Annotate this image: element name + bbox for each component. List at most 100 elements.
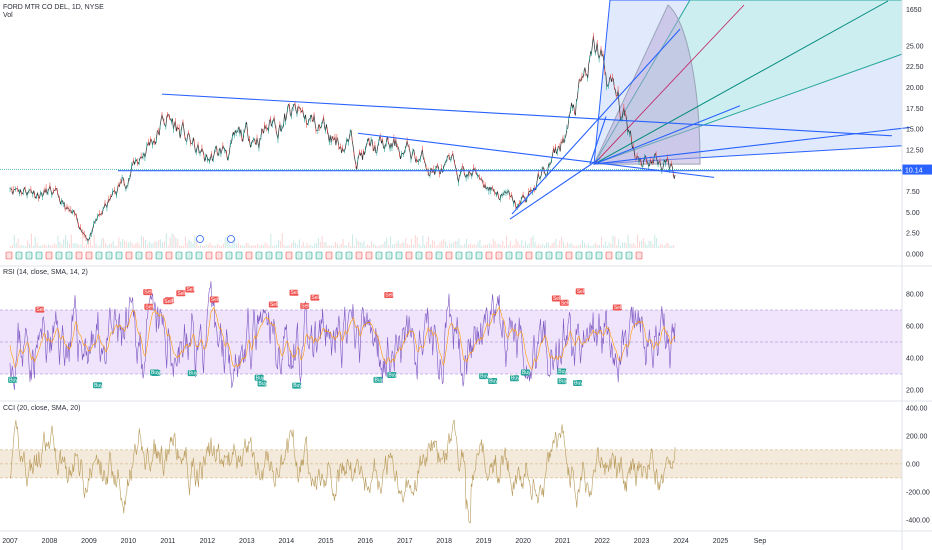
earnings-marker[interactable] (415, 251, 423, 260)
earnings-marker[interactable] (25, 251, 33, 260)
earnings-marker[interactable] (335, 251, 343, 260)
cci-pane[interactable]: CCI (20, close, SMA, 20) (0, 405, 902, 524)
price-scale-tick[interactable]: 20.00 (906, 85, 924, 92)
earnings-marker[interactable] (435, 251, 443, 260)
earnings-marker[interactable] (605, 251, 613, 260)
earnings-marker[interactable] (465, 251, 473, 260)
earnings-marker[interactable] (505, 251, 513, 260)
earnings-marker[interactable] (495, 251, 503, 260)
time-scale-tick[interactable]: 2008 (42, 538, 58, 545)
trendline-3[interactable] (509, 157, 601, 220)
time-scale-tick[interactable]: 2011 (160, 538, 175, 545)
price-scale-tick[interactable]: 15.00 (906, 127, 924, 134)
earnings-marker[interactable] (445, 251, 453, 260)
earnings-marker[interactable] (125, 251, 133, 260)
time-scale-tick[interactable]: 2023 (634, 538, 650, 545)
cci-scale-tick[interactable]: 200.00 (906, 433, 928, 440)
time-scale-tick[interactable]: Sep (754, 538, 767, 545)
earnings-marker[interactable] (115, 251, 123, 260)
price-scale-tick[interactable]: 22.50 (906, 64, 924, 71)
earnings-marker[interactable] (365, 251, 373, 260)
earnings-marker[interactable] (215, 251, 223, 260)
earnings-marker[interactable] (5, 251, 13, 260)
earnings-marker[interactable] (425, 251, 433, 260)
cci-scale-tick[interactable]: -400.00 (906, 517, 930, 524)
earnings-marker[interactable] (455, 251, 463, 260)
rsi-scale-tick[interactable]: 40.00 (906, 356, 924, 363)
earnings-marker[interactable] (145, 251, 153, 260)
time-scale-tick[interactable]: 2021 (555, 538, 571, 545)
earnings-marker[interactable] (575, 251, 583, 260)
time-scale[interactable]: 2007 2008 2009 2010 2011 2012 2013 2014 2015 2016… (2, 538, 766, 545)
price-scale-tick[interactable]: 12.50 (906, 147, 924, 154)
volume-label[interactable]: Vol (3, 12, 13, 19)
price-scale-tick[interactable]: 0.000 (906, 252, 924, 259)
price-scale-tick[interactable]: 5.00 (906, 210, 920, 217)
earnings-marker[interactable] (85, 251, 93, 260)
earnings-marker[interactable] (385, 251, 393, 260)
price-scale-tick[interactable]: 2.50 (906, 231, 920, 238)
time-scale-tick[interactable]: 2019 (476, 538, 492, 545)
time-scale-tick[interactable]: 2013 (239, 538, 255, 545)
earnings-marker[interactable] (405, 251, 413, 260)
time-scale-tick[interactable]: 2024 (673, 538, 689, 545)
earnings-marker[interactable] (255, 251, 263, 260)
time-scale-tick[interactable]: 2016 (357, 538, 373, 545)
earnings-marker[interactable] (45, 251, 53, 260)
price-scale-tick[interactable]: 1650 (906, 7, 922, 14)
earnings-marker[interactable] (515, 251, 523, 260)
earnings-marker[interactable] (545, 251, 553, 260)
rsi-header[interactable]: RSI (14, close, SMA, 14, 2) (3, 269, 88, 276)
time-scale-tick[interactable]: 2017 (397, 538, 413, 545)
dividend-marker-0[interactable] (196, 235, 204, 243)
earnings-marker[interactable] (135, 251, 143, 260)
earnings-marker[interactable] (155, 251, 163, 260)
cci-scale-tick[interactable]: 400.00 (906, 405, 928, 412)
earnings-marker[interactable] (555, 251, 563, 260)
fan-line-red[interactable] (593, 4, 745, 165)
price-scale-tick[interactable]: 7.50 (906, 189, 920, 196)
dividend-marker-1[interactable] (227, 235, 235, 243)
price-pane[interactable]: 10.14 FORD MTR CO DEL, 1D, NYSE Vol (0, 0, 932, 260)
earnings-marker[interactable] (65, 251, 73, 260)
earnings-marker[interactable] (235, 251, 243, 260)
earnings-marker[interactable] (315, 251, 323, 260)
cci-scale-tick[interactable]: -200.00 (906, 489, 930, 496)
earnings-marker[interactable] (625, 251, 633, 260)
earnings-marker[interactable] (325, 251, 333, 260)
fan-line-teal[interactable] (593, 0, 889, 165)
cci-header[interactable]: CCI (20, close, SMA, 20) (3, 405, 80, 412)
earnings-marker[interactable] (585, 251, 593, 260)
gann-fan-drawings[interactable] (592, 0, 903, 165)
rsi-scale-tick[interactable]: 20.00 (906, 388, 924, 395)
earnings-marker[interactable] (245, 251, 253, 260)
time-scale-tick[interactable]: 2014 (279, 538, 295, 545)
time-scale-tick[interactable]: 2010 (121, 538, 137, 545)
earnings-events-row[interactable] (5, 235, 643, 260)
earnings-marker[interactable] (305, 251, 313, 260)
earnings-marker[interactable] (355, 251, 363, 260)
earnings-marker[interactable] (225, 251, 233, 260)
trendline-0[interactable] (161, 93, 893, 137)
time-scale-tick[interactable]: 2007 (2, 538, 18, 545)
earnings-marker[interactable] (615, 251, 623, 260)
earnings-marker[interactable] (565, 251, 573, 260)
earnings-marker[interactable] (275, 251, 283, 260)
time-scale-tick[interactable]: 2009 (81, 538, 97, 545)
rsi-scale-tick[interactable]: 80.00 (906, 292, 924, 299)
earnings-marker[interactable] (345, 251, 353, 260)
earnings-marker[interactable] (185, 251, 193, 260)
earnings-marker[interactable] (485, 251, 493, 260)
earnings-marker[interactable] (285, 251, 293, 260)
trendline-drawings[interactable]: 10.14 (118, 28, 932, 220)
trendline-7[interactable] (589, 116, 607, 165)
rsi-pane[interactable]: BuySellBuySellBuySellBuyBuyBuySellSellSe… (0, 269, 902, 391)
earnings-marker[interactable] (175, 251, 183, 260)
earnings-marker[interactable] (265, 251, 273, 260)
price-scale-tick[interactable]: 17.50 (906, 106, 924, 113)
earnings-marker[interactable] (295, 251, 303, 260)
earnings-marker[interactable] (525, 251, 533, 260)
earnings-marker[interactable] (95, 251, 103, 260)
earnings-marker[interactable] (105, 251, 113, 260)
